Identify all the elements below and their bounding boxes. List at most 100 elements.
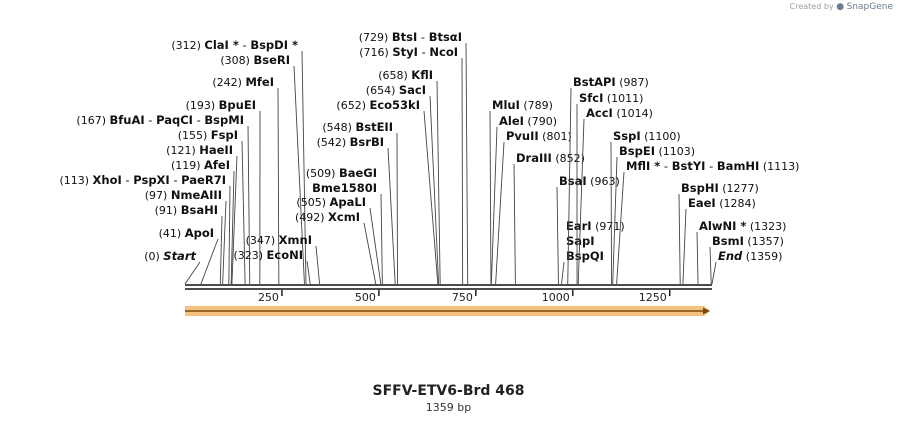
name-separator: -	[660, 159, 671, 173]
site-label: (658) KflI	[378, 68, 433, 82]
site-leader-line	[200, 238, 219, 285]
site-position: (505)	[296, 196, 329, 209]
enzyme-name: PvuII	[506, 129, 539, 143]
created-by-label: Created by	[789, 2, 834, 11]
enzyme-name: ApaLI	[330, 195, 367, 209]
enzyme-name: PaeR7I	[181, 173, 226, 187]
site-position: (1323)	[746, 220, 786, 233]
site-position: (1284)	[716, 197, 756, 210]
site-position: (1277)	[719, 182, 759, 195]
enzyme-name: BsaI	[559, 174, 587, 188]
site-leader-line	[369, 207, 382, 285]
site-position: (1103)	[655, 145, 695, 158]
site-leader-line	[363, 222, 377, 285]
site-label: (548) BstEII	[322, 120, 393, 134]
enzyme-name: ClaI *	[204, 38, 238, 52]
site-position: (1113)	[759, 160, 799, 173]
site-label: BspHI (1277)	[681, 181, 759, 195]
site-position: (729)	[359, 31, 392, 44]
site-leader-line	[277, 87, 280, 285]
site-position: (312)	[171, 39, 204, 52]
enzyme-name: BstYI	[672, 159, 706, 173]
enzyme-name: NcoI	[429, 45, 458, 59]
ruler-tick-label: 1250	[639, 291, 667, 304]
enzyme-name: KflI	[411, 68, 433, 82]
site-label: (119) AfeI	[171, 158, 230, 172]
site-label: SfcI (1011)	[579, 91, 643, 105]
enzyme-name: XmnI	[279, 233, 312, 247]
site-label: (242) MfeI	[212, 75, 274, 89]
site-leader-line	[561, 261, 565, 285]
site-position: (987)	[616, 76, 649, 89]
site-leader-line	[301, 50, 307, 285]
site-leader-line	[396, 132, 398, 285]
site-leader-line	[711, 261, 717, 285]
enzyme-name: SacI	[399, 83, 426, 97]
site-label: (308) BseRI	[220, 53, 290, 67]
enzyme-name: XhoI	[93, 173, 122, 187]
site-position: (801)	[539, 130, 572, 143]
ruler-tick-label: 1000	[542, 291, 570, 304]
enzyme-name: BspEI	[619, 144, 655, 158]
site-position: (347)	[246, 234, 279, 247]
enzyme-name: BspHI	[681, 181, 719, 195]
site-leader-line	[423, 110, 439, 285]
site-leader-line	[461, 57, 464, 285]
enzyme-name: Eco53kI	[369, 98, 420, 112]
enzyme-name: AleI	[499, 114, 524, 128]
enzyme-name: BsmI	[712, 234, 744, 248]
site-position: (509)	[306, 167, 339, 180]
site-leader-line	[465, 42, 469, 285]
site-label: DraIII (852)	[516, 151, 585, 165]
site-leader-line	[678, 193, 681, 285]
site-leader-line	[616, 171, 625, 285]
enzyme-name: AlwNI *	[699, 219, 746, 233]
site-position: (1100)	[641, 130, 681, 143]
enzyme-name: EarI	[566, 219, 592, 233]
enzyme-name: PaqCI	[156, 113, 193, 127]
feature-arrow-head	[703, 307, 710, 315]
site-label: AccI (1014)	[586, 106, 653, 120]
enzyme-name: SapI	[566, 234, 595, 248]
site-leader-line	[489, 110, 492, 285]
site-position: (789)	[520, 99, 553, 112]
site-position: (121)	[166, 144, 199, 157]
site-label: (505) ApaLI	[296, 195, 366, 209]
site-label: (654) SacI	[366, 83, 426, 97]
site-position: (548)	[322, 121, 355, 134]
site-label: MflI * - BstYI - BamHI (1113)	[626, 159, 799, 173]
site-position: (323)	[233, 249, 266, 262]
site-leader-line	[241, 140, 246, 285]
name-separator: -	[122, 173, 133, 187]
site-leader-line	[577, 118, 585, 285]
site-label: (492) XcmI	[295, 210, 360, 224]
enzyme-name: BspQI	[566, 249, 604, 263]
site-position: (542)	[317, 136, 350, 149]
enzyme-name: AfeI	[204, 158, 230, 172]
site-leader-line	[556, 186, 559, 285]
plasmid-length: 1359 bp	[425, 401, 472, 414]
ruler-tick-label: 750	[452, 291, 473, 304]
enzyme-name: NmeAIII	[171, 188, 222, 202]
site-leader-line	[682, 208, 687, 285]
site-label: MluI (789)	[492, 98, 553, 112]
site-position: (963)	[587, 175, 620, 188]
enzyme-name: BfuAI	[110, 113, 145, 127]
name-separator: -	[145, 113, 156, 127]
site-label: PvuII (801)	[506, 129, 572, 143]
site-label: (155) FspI	[178, 128, 238, 142]
site-leader-line	[436, 80, 441, 285]
enzyme-name: HaeII	[199, 143, 233, 157]
name-separator: -	[705, 159, 716, 173]
name-separator: -	[193, 113, 204, 127]
site-label: (113) XhoI - PspXI - PaeR7I	[59, 173, 226, 187]
site-label: AleI (790)	[499, 114, 557, 128]
site-position: (654)	[366, 84, 399, 97]
enzyme-name: BsaHI	[181, 203, 218, 217]
site-leader-line	[293, 65, 305, 285]
site-position: (91)	[155, 204, 181, 217]
site-label: (509) BaeGI	[306, 166, 377, 180]
site-position: (242)	[212, 76, 245, 89]
site-position: (1011)	[603, 92, 643, 105]
